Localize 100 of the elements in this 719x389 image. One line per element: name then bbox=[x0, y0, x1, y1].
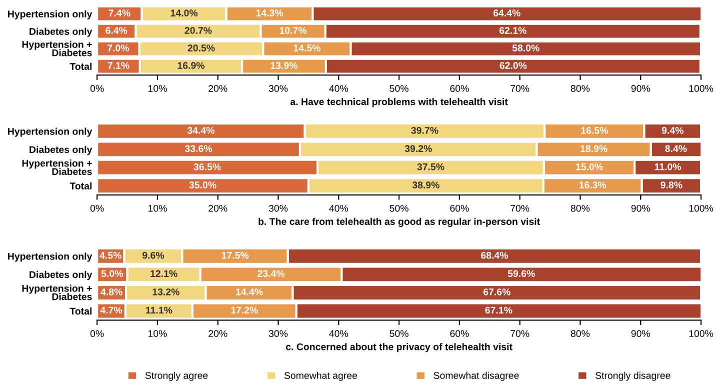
data-label: 14.3% bbox=[256, 10, 284, 16]
x-tick-label: 70% bbox=[510, 85, 530, 92]
x-tick-label: 60% bbox=[450, 204, 469, 212]
legend-label: Strongly disagree bbox=[595, 372, 670, 381]
x-tick-label: 10% bbox=[148, 204, 167, 212]
x-tick-label: 10% bbox=[148, 330, 167, 338]
data-label: 15.0% bbox=[576, 163, 603, 170]
data-label: 58.0% bbox=[512, 44, 540, 52]
data-label: 16.9% bbox=[178, 62, 205, 69]
data-label: 23.4% bbox=[258, 270, 285, 278]
legend-label: Somewhat disagree bbox=[434, 372, 519, 381]
data-label: 11.0% bbox=[654, 163, 682, 170]
data-label: 33.6% bbox=[184, 145, 212, 152]
data-label: 34.4% bbox=[187, 126, 214, 134]
data-label: 13.9% bbox=[270, 62, 298, 69]
data-label: 16.5% bbox=[581, 126, 608, 134]
x-tick-label: 60% bbox=[450, 85, 469, 92]
x-tick-label: 80% bbox=[570, 330, 590, 338]
x-tick-label: 20% bbox=[208, 204, 228, 212]
data-label: 67.1% bbox=[485, 306, 512, 314]
data-label: 11.1% bbox=[146, 306, 172, 314]
data-label: 59.6% bbox=[508, 270, 535, 278]
x-tick-label: 60% bbox=[450, 330, 469, 338]
y-tick-label: Total bbox=[70, 62, 92, 70]
data-label: 5.0% bbox=[101, 270, 123, 278]
x-tick-label: 90% bbox=[631, 85, 650, 92]
y-tick-label: Diabetes only bbox=[30, 270, 92, 280]
data-label: 17.5% bbox=[222, 252, 249, 259]
data-label: 4.8% bbox=[100, 288, 122, 296]
x-tick-label: 50% bbox=[390, 204, 408, 212]
data-label: 14.0% bbox=[170, 10, 198, 16]
data-label: 9.8% bbox=[660, 182, 682, 188]
data-label: 64.4% bbox=[493, 10, 520, 16]
x-tick-label: 30% bbox=[268, 330, 288, 338]
x-tick-label: 80% bbox=[570, 204, 590, 212]
x-tick-label: 100% bbox=[689, 204, 714, 212]
y-tick-label: Hypertension only bbox=[8, 128, 92, 137]
x-tick-label: 20% bbox=[208, 330, 228, 338]
x-tick-label: 70% bbox=[510, 204, 530, 212]
data-label: 39.7% bbox=[411, 126, 438, 134]
text: c. Concerned about the privacy of telehealth visit bbox=[286, 343, 512, 352]
y-tick-label: Total bbox=[70, 307, 92, 315]
y-tick-label: Hypertension + Diabetes bbox=[22, 160, 92, 176]
data-label: 9.4% bbox=[662, 126, 684, 134]
legend-label: Strongly agree bbox=[145, 372, 208, 381]
data-label: 4.7% bbox=[100, 306, 122, 314]
x-tick-label: 40% bbox=[329, 330, 348, 338]
data-label: 14.5% bbox=[294, 44, 320, 52]
x-tick-label: 90% bbox=[631, 204, 650, 212]
x-tick-label: 20% bbox=[208, 85, 228, 92]
x-tick-label: 0% bbox=[90, 330, 104, 338]
data-label: 39.2% bbox=[404, 145, 432, 152]
data-label: 16.3% bbox=[579, 182, 606, 188]
text: a. Have technical problems with telehealth visit bbox=[290, 98, 508, 108]
y-tick-label: Hypertension + Diabetes bbox=[22, 284, 92, 300]
data-label: 68.4% bbox=[481, 252, 508, 259]
x-tick-label: 30% bbox=[268, 204, 288, 212]
y-tick-label: Diabetes only bbox=[30, 28, 92, 37]
y-tick-label: Hypertension only bbox=[8, 10, 92, 20]
y-tick-label: Hypertension + Diabetes bbox=[22, 40, 92, 56]
x-tick-label: 0% bbox=[90, 204, 104, 212]
data-label: 35.0% bbox=[189, 182, 216, 188]
data-label: 9.6% bbox=[142, 252, 164, 259]
data-label: 7.0% bbox=[108, 44, 130, 52]
text: b. The care from telehealth as good as regular in-person visit bbox=[258, 218, 540, 227]
data-label: 38.9% bbox=[412, 182, 440, 188]
data-label: 62.1% bbox=[499, 27, 526, 34]
x-tick-label: 10% bbox=[148, 85, 167, 92]
data-label: 8.4% bbox=[665, 145, 687, 152]
x-tick-label: 80% bbox=[570, 85, 590, 92]
legend-label: Somewhat agree bbox=[284, 372, 358, 381]
x-tick-label: 100% bbox=[689, 330, 714, 338]
data-label: 18.9% bbox=[580, 145, 608, 152]
data-label: 12.1% bbox=[150, 270, 178, 278]
x-tick-label: 90% bbox=[631, 330, 650, 338]
y-tick-label: Diabetes only bbox=[30, 146, 92, 155]
data-label: 36.5% bbox=[194, 163, 221, 170]
data-label: 14.4% bbox=[236, 288, 263, 296]
data-label: 6.4% bbox=[106, 27, 128, 34]
data-label: 67.6% bbox=[483, 288, 510, 296]
x-tick-label: 100% bbox=[689, 85, 714, 92]
data-label: 4.5% bbox=[100, 252, 122, 259]
data-label: 37.5% bbox=[417, 163, 444, 170]
data-label: 13.2% bbox=[152, 288, 180, 296]
x-tick-label: 30% bbox=[268, 85, 288, 92]
data-label: 20.5% bbox=[188, 44, 215, 52]
x-tick-label: 50% bbox=[390, 85, 408, 92]
data-label: 10.7% bbox=[280, 27, 307, 34]
x-tick-label: 0% bbox=[90, 85, 104, 92]
x-tick-label: 70% bbox=[510, 330, 530, 338]
x-tick-label: 50% bbox=[390, 330, 408, 338]
data-label: 7.1% bbox=[108, 62, 130, 69]
y-tick-label: Hypertension only bbox=[8, 252, 92, 262]
x-tick-label: 40% bbox=[329, 85, 348, 92]
x-tick-label: 40% bbox=[329, 204, 348, 212]
data-label: 62.0% bbox=[500, 62, 527, 69]
data-label: 20.7% bbox=[184, 27, 212, 34]
y-tick-label: Total bbox=[70, 182, 92, 190]
data-label: 17.2% bbox=[231, 306, 258, 314]
data-label: 7.4% bbox=[108, 10, 130, 16]
